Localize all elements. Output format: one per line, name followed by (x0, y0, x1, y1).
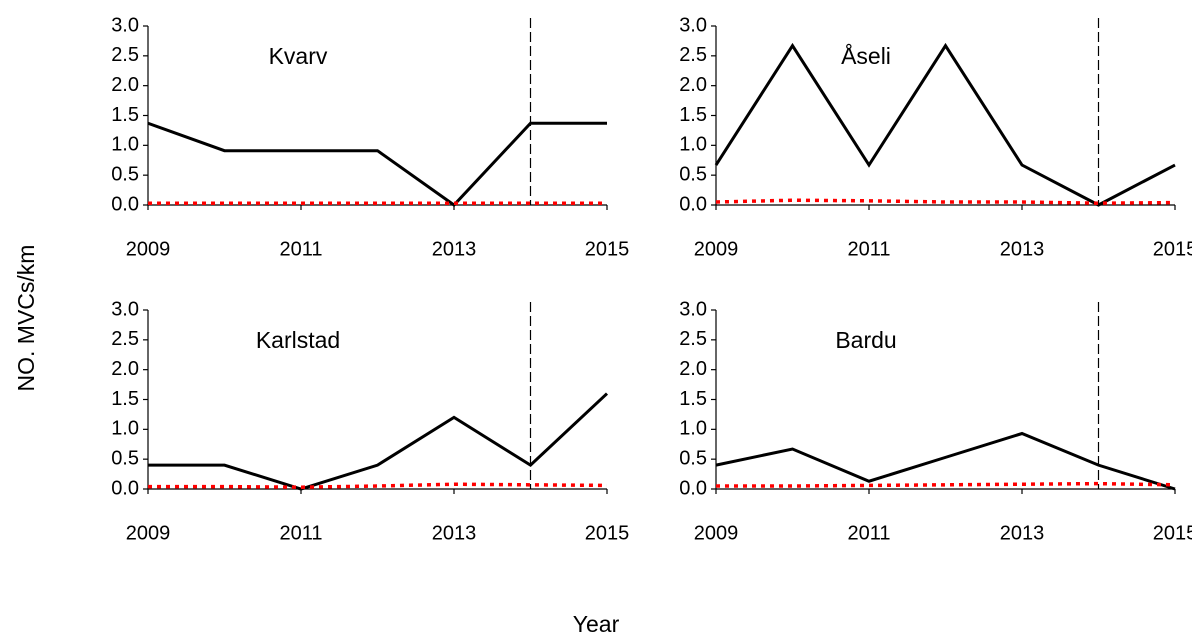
x-tick-label: 2009 (126, 238, 171, 260)
y-tick-label: 2.5 (111, 328, 139, 350)
x-tick-label: 2009 (126, 522, 171, 544)
y-tick-label: 3.0 (679, 14, 707, 36)
data-line (714, 42, 1176, 207)
y-tick-label: 2.0 (679, 358, 707, 380)
y-tick-label: 0.0 (111, 193, 139, 215)
data-line (716, 481, 1176, 488)
y-tick-label: 0.0 (111, 477, 139, 499)
y-tick-label: 3.0 (111, 14, 139, 36)
y-tick-label: 3.0 (111, 298, 139, 320)
y-tick-label: 2.0 (111, 74, 139, 96)
data-line (147, 121, 607, 207)
panel-title: Karlstad (256, 327, 340, 353)
x-tick-label: 2011 (279, 238, 322, 260)
x-tick-label: 2015 (1153, 522, 1192, 544)
y-tick-label: 1.5 (679, 388, 707, 410)
x-tick-label: 2015 (585, 238, 630, 260)
y-tick-label: 0.5 (679, 447, 707, 469)
y-tick-label: 0.0 (679, 193, 707, 215)
x-tick-label: 2011 (847, 522, 890, 544)
y-tick-label: 2.5 (679, 44, 707, 66)
x-tick-label: 2011 (279, 522, 322, 544)
y-tick-label: 0.5 (111, 163, 139, 185)
panel-title: Kvarv (269, 43, 328, 69)
panel-title: Bardu (835, 327, 896, 353)
y-tick-label: 1.0 (679, 134, 707, 156)
y-tick-label: 1.5 (111, 104, 139, 126)
y-tick-label: 1.5 (111, 388, 139, 410)
y-tick-label: 0.5 (679, 163, 707, 185)
y-tick-label: 2.0 (111, 358, 139, 380)
x-axis-label: Year (573, 611, 620, 637)
x-tick-label: 2013 (432, 522, 477, 544)
x-tick-label: 2015 (1153, 238, 1192, 260)
x-tick-label: 2013 (1000, 522, 1045, 544)
y-axis-label: NO. MVCs/km (13, 245, 39, 392)
y-tick-label: 1.0 (679, 418, 707, 440)
y-tick-label: 2.0 (679, 74, 707, 96)
y-tick-label: 1.0 (111, 134, 139, 156)
data-line (148, 482, 608, 489)
panel-title: Åseli (841, 42, 891, 69)
data-line (148, 392, 609, 491)
y-tick-label: 2.5 (679, 328, 707, 350)
x-tick-label: 2009 (694, 238, 739, 260)
x-tick-label: 2011 (847, 238, 890, 260)
y-tick-label: 0.0 (679, 477, 707, 499)
x-tick-label: 2009 (694, 522, 739, 544)
x-tick-label: 2013 (1000, 238, 1045, 260)
data-line (715, 431, 1176, 491)
y-tick-label: 0.5 (111, 447, 139, 469)
y-tick-label: 3.0 (679, 298, 707, 320)
x-tick-label: 2015 (585, 522, 630, 544)
x-tick-label: 2013 (432, 238, 477, 260)
y-tick-label: 1.0 (111, 418, 139, 440)
y-tick-label: 2.5 (111, 44, 139, 66)
y-tick-label: 1.5 (679, 104, 707, 126)
